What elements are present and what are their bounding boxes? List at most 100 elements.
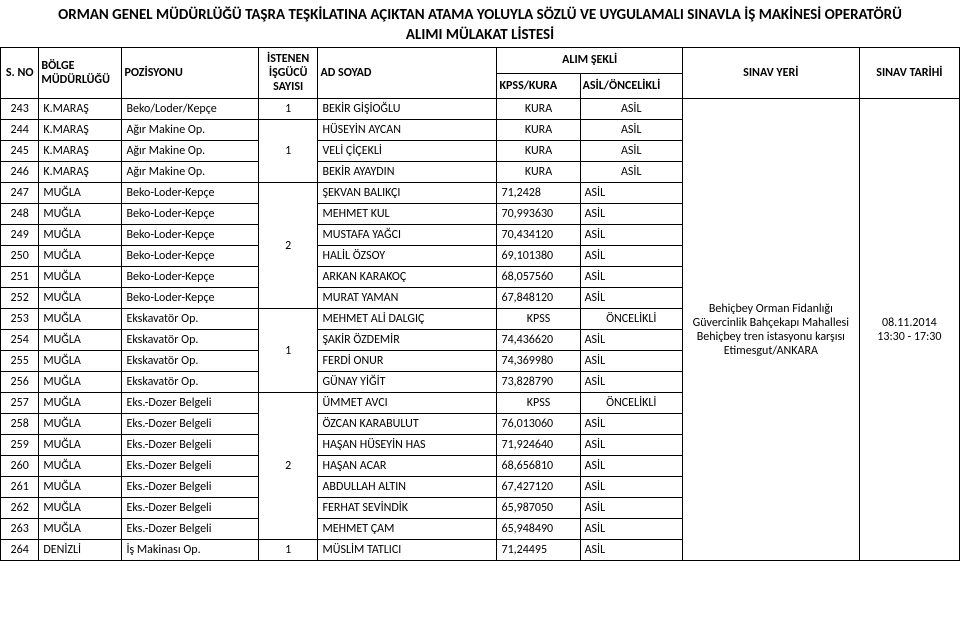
cell-kps: KURA bbox=[497, 99, 580, 120]
cell-no: 259 bbox=[1, 435, 39, 456]
cell-asil: ASİL bbox=[580, 288, 682, 309]
cell-ad: BEKİR AYAYDIN bbox=[318, 162, 497, 183]
cell-no: 250 bbox=[1, 246, 39, 267]
hdr-alim: ALIM ŞEKLİ bbox=[497, 48, 682, 74]
cell-ad: HALİL ÖZSOY bbox=[318, 246, 497, 267]
hdr-bolge: BÖLGE MÜDÜRLÜĞÜ bbox=[39, 48, 122, 99]
cell-poz: Eks.-Dozer Belgeli bbox=[122, 519, 258, 540]
cell-poz: Ağır Makine Op. bbox=[122, 120, 258, 141]
cell-asil: ASİL bbox=[580, 99, 682, 120]
cell-ad: MURAT YAMAN bbox=[318, 288, 497, 309]
table-header: S. NO BÖLGE MÜDÜRLÜĞÜ POZİSYONU İSTENEN … bbox=[1, 48, 960, 99]
cell-asil: ASİL bbox=[580, 330, 682, 351]
cell-kps: 65,987050 bbox=[497, 498, 580, 519]
cell-asil: ASİL bbox=[580, 372, 682, 393]
table-row: 243 K.MARAŞ Beko/Loder/Kepçe 1 BEKİR GİŞ… bbox=[1, 99, 960, 120]
cell-say: 1 bbox=[258, 120, 318, 183]
cell-poz: Eks.-Dozer Belgeli bbox=[122, 393, 258, 414]
cell-kps: 67,427120 bbox=[497, 477, 580, 498]
cell-say: 1 bbox=[258, 99, 318, 120]
cell-kps: 73,828790 bbox=[497, 372, 580, 393]
cell-asil: ASİL bbox=[580, 141, 682, 162]
cell-bolge: MUĞLA bbox=[39, 519, 122, 540]
cell-no: 260 bbox=[1, 456, 39, 477]
hdr-asil: ASİL/ÖNCELİKLİ bbox=[580, 73, 682, 99]
cell-no: 249 bbox=[1, 225, 39, 246]
cell-no: 255 bbox=[1, 351, 39, 372]
cell-no: 257 bbox=[1, 393, 39, 414]
cell-no: 253 bbox=[1, 309, 39, 330]
cell-asil: ASİL bbox=[580, 456, 682, 477]
cell-bolge: DENİZLİ bbox=[39, 540, 122, 561]
cell-kps: KURA bbox=[497, 162, 580, 183]
cell-asil: ASİL bbox=[580, 351, 682, 372]
cell-kps: 70,993630 bbox=[497, 204, 580, 225]
title-line-2: ALIMI MÜLAKAT LİSTESİ bbox=[406, 26, 554, 44]
cell-kps: KPSS bbox=[497, 309, 580, 330]
cell-no: 258 bbox=[1, 414, 39, 435]
header-row-1: S. NO BÖLGE MÜDÜRLÜĞÜ POZİSYONU İSTENEN … bbox=[1, 48, 960, 74]
cell-poz: Beko-Loder-Kepçe bbox=[122, 288, 258, 309]
hdr-yer: SINAV YERİ bbox=[682, 48, 859, 99]
cell-ad: ARKAN KARAKOÇ bbox=[318, 267, 497, 288]
cell-ad: MEHMET ALİ DALGIÇ bbox=[318, 309, 497, 330]
cell-asil: ASİL bbox=[580, 477, 682, 498]
cell-asil: ASİL bbox=[580, 414, 682, 435]
cell-bolge: MUĞLA bbox=[39, 393, 122, 414]
cell-kps: 71,2428 bbox=[497, 183, 580, 204]
hdr-poz: POZİSYONU bbox=[122, 48, 258, 99]
cell-asil: ASİL bbox=[580, 162, 682, 183]
hdr-kps: KPSS/KURA bbox=[497, 73, 580, 99]
cell-kps: 74,436620 bbox=[497, 330, 580, 351]
cell-ad: MEHMET ÇAM bbox=[318, 519, 497, 540]
cell-kps: 71,924640 bbox=[497, 435, 580, 456]
cell-say: 2 bbox=[258, 183, 318, 309]
page-title: ORMAN GENEL MÜDÜRLÜĞÜ TAŞRA TEŞKİLATINA … bbox=[0, 0, 960, 47]
cell-asil: ASİL bbox=[580, 267, 682, 288]
cell-say: 1 bbox=[258, 309, 318, 393]
cell-kps: 68,057560 bbox=[497, 267, 580, 288]
cell-poz: Ağır Makine Op. bbox=[122, 162, 258, 183]
cell-poz: Ekskavatör Op. bbox=[122, 309, 258, 330]
cell-bolge: K.MARAŞ bbox=[39, 99, 122, 120]
cell-asil: ASİL bbox=[580, 120, 682, 141]
cell-ad: ÖZCAN KARABULUT bbox=[318, 414, 497, 435]
cell-bolge: MUĞLA bbox=[39, 246, 122, 267]
cell-kps: KURA bbox=[497, 141, 580, 162]
title-line-1: ORMAN GENEL MÜDÜRLÜĞÜ TAŞRA TEŞKİLATINA … bbox=[58, 6, 902, 24]
cell-poz: Beko/Loder/Kepçe bbox=[122, 99, 258, 120]
cell-ad: MUSTAFA YAĞCI bbox=[318, 225, 497, 246]
cell-poz: Eks.-Dozer Belgeli bbox=[122, 477, 258, 498]
cell-asil: ÖNCELİKLİ bbox=[580, 309, 682, 330]
cell-bolge: MUĞLA bbox=[39, 498, 122, 519]
cell-kps: KURA bbox=[497, 120, 580, 141]
cell-poz: Eks.-Dozer Belgeli bbox=[122, 414, 258, 435]
cell-kps: 67,848120 bbox=[497, 288, 580, 309]
cell-bolge: K.MARAŞ bbox=[39, 120, 122, 141]
cell-bolge: MUĞLA bbox=[39, 351, 122, 372]
cell-kps: 76,013060 bbox=[497, 414, 580, 435]
cell-no: 246 bbox=[1, 162, 39, 183]
cell-no: 248 bbox=[1, 204, 39, 225]
cell-asil: ASİL bbox=[580, 183, 682, 204]
cell-asil: ÖNCELİKLİ bbox=[580, 393, 682, 414]
cell-poz: Ekskavatör Op. bbox=[122, 372, 258, 393]
cell-ad: ÜMMET AVCI bbox=[318, 393, 497, 414]
cell-bolge: MUĞLA bbox=[39, 267, 122, 288]
cell-ad: HAŞAN ACAR bbox=[318, 456, 497, 477]
cell-bolge: MUĞLA bbox=[39, 477, 122, 498]
cell-ad: HÜSEYİN AYCAN bbox=[318, 120, 497, 141]
cell-bolge: MUĞLA bbox=[39, 456, 122, 477]
table-body: 243 K.MARAŞ Beko/Loder/Kepçe 1 BEKİR GİŞ… bbox=[1, 99, 960, 561]
cell-asil: ASİL bbox=[580, 204, 682, 225]
hdr-istenen: İSTENEN İŞGÜCÜ SAYISI bbox=[258, 48, 318, 99]
cell-no: 252 bbox=[1, 288, 39, 309]
cell-bolge: MUĞLA bbox=[39, 309, 122, 330]
cell-bolge: MUĞLA bbox=[39, 288, 122, 309]
cell-kps: 68,656810 bbox=[497, 456, 580, 477]
cell-ad: MÜSLİM TATLICI bbox=[318, 540, 497, 561]
cell-kps: KPSS bbox=[497, 393, 580, 414]
cell-ad: VELİ ÇİÇEKLİ bbox=[318, 141, 497, 162]
cell-ad: ABDULLAH ALTIN bbox=[318, 477, 497, 498]
cell-ad: FERDİ ONUR bbox=[318, 351, 497, 372]
